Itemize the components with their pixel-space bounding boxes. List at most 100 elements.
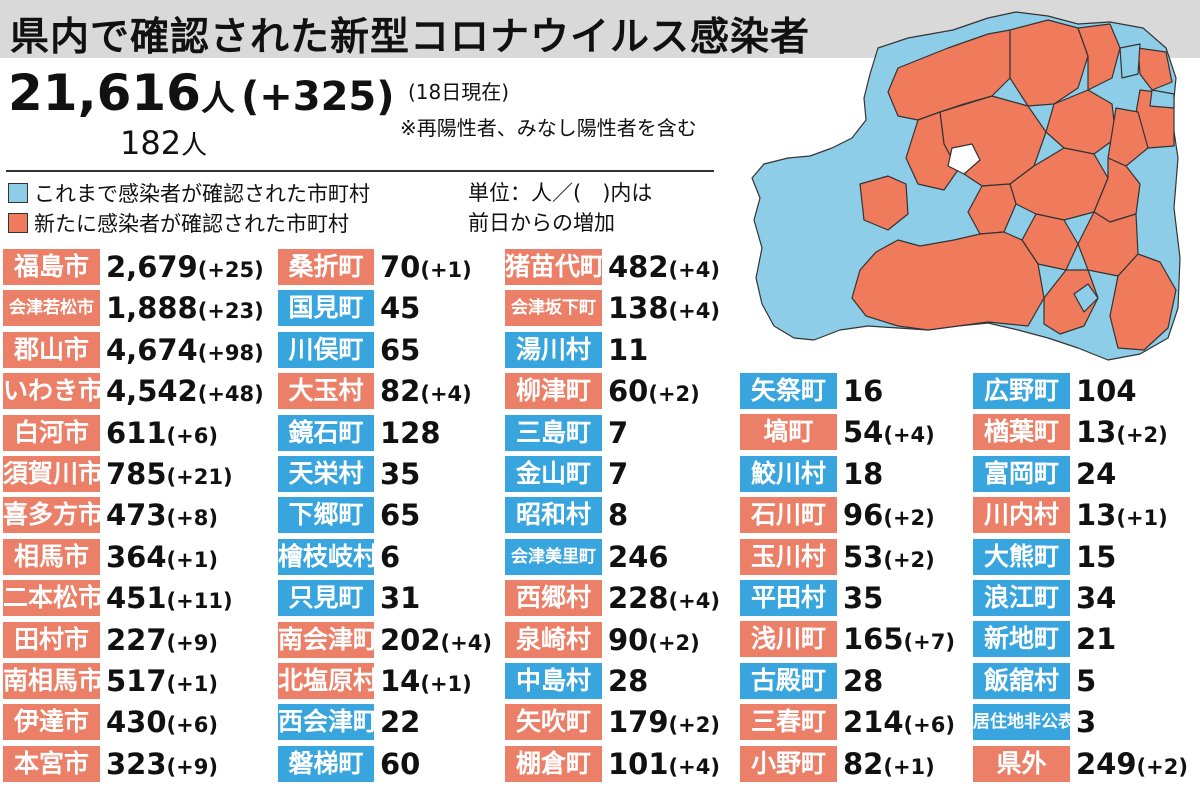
municipality-name: 昭和村 [505,497,602,533]
count-value: 473 [106,498,167,532]
municipality-row: 西会津町 22 [278,703,420,741]
municipality-name: 小野町 [740,746,837,782]
total-change: (+325) [240,74,395,120]
case-count: 96(+2) [837,498,935,532]
map-region [1009,19,1089,107]
legend-new-label: 新たに感染者が確認された市町村 [34,212,349,236]
municipality-name: 伊達市 [3,704,100,740]
municipality-row: 玉川村 53(+2) [740,538,935,576]
case-count: 128 [374,416,441,450]
municipality-name: 磐梯町 [278,746,374,782]
municipality-row: 新地町 21 [973,620,1116,658]
municipality-name: 県外 [973,746,1070,782]
municipality-name: 大玉村 [278,373,374,409]
daily-increase: (+2) [668,713,720,737]
case-count: 82(+1) [837,747,935,781]
count-value: 517 [106,664,167,698]
legend-swatch-blue [8,183,28,203]
count-value: 96 [843,498,884,532]
municipality-row: 鏡石町 128 [278,414,441,452]
municipality-name: 喜多方市 [3,497,103,533]
municipality-row: 北塩原村 14(+1) [278,662,472,700]
case-count: 364(+1) [100,540,218,574]
count-value: 451 [106,581,167,615]
municipality-name: 中島村 [505,663,602,699]
count-value: 138 [608,291,669,325]
municipality-row: 県外 249(+2) [973,745,1188,783]
map-region [1045,89,1117,155]
case-count: 15 [1070,540,1116,574]
case-count: 82(+4) [374,374,472,408]
municipality-row: 浪江町 34 [973,579,1116,617]
daily-increase: (+2) [1136,755,1188,779]
case-count: 138(+4) [602,291,720,325]
municipality-name: 猪苗代町 [505,249,605,285]
municipality-row: 田村市 227(+9) [3,621,218,659]
municipality-name: 三春町 [740,704,837,740]
municipality-name: 浅川町 [740,621,837,657]
count-value: 3 [1076,705,1097,739]
case-count: 4,674(+98) [100,333,264,367]
map-region [1107,107,1149,167]
daily-increase: (+23) [197,299,264,323]
divider [6,170,714,172]
map-region [905,111,959,191]
municipality-name: 鮫川村 [740,456,837,492]
count-value: 2,679 [106,250,198,284]
deaths: 死者 182人 [8,124,207,164]
municipality-name: 矢吹町 [505,704,602,740]
municipality-name: 棚倉町 [505,746,602,782]
daily-increase: (+4) [668,589,720,613]
daily-increase: (+1) [883,755,935,779]
count-value: 214 [843,705,904,739]
municipality-name: 居住地非公表 [973,704,1075,740]
count-value: 70 [380,250,421,284]
case-count: 473(+8) [100,498,218,532]
municipality-name: 須賀川市 [3,456,103,492]
legend-swatch-orange [8,213,28,233]
map-region [947,143,981,175]
municipality-row: 川内村 13(+1) [973,496,1168,534]
total-count: 21,616 [8,64,201,122]
count-value: 45 [380,291,421,325]
municipality-row: 本宮市 323(+9) [3,745,218,783]
legend-new: 新たに感染者が確認された市町村 [8,208,349,238]
municipality-row: 小野町 82(+1) [740,745,935,783]
daily-increase: (+25) [197,258,264,282]
count-value: 28 [608,664,649,698]
daily-increase: (+21) [166,465,233,489]
daily-increase: (+6) [166,424,218,448]
count-value: 228 [608,581,669,615]
count-value: 364 [106,540,167,574]
municipality-row: 伊達市 430(+6) [3,703,218,741]
deaths-count: 182 [120,124,182,162]
municipality-name: 金山町 [505,456,602,492]
municipality-row: 棚倉町 101(+4) [505,745,720,783]
daily-increase: (+9) [166,755,218,779]
count-value: 53 [843,540,884,574]
case-count: 34 [1070,581,1116,615]
count-value: 14 [380,664,421,698]
municipality-name: 相馬市 [3,539,100,575]
municipality-name: 本宮市 [3,746,100,782]
municipality-name: 北塩原村 [278,663,378,699]
case-count: 227(+9) [100,623,218,657]
case-count: 482(+4) [602,250,720,284]
case-count: 21 [1070,622,1116,656]
municipality-row: 浅川町 165(+7) [740,620,955,658]
municipality-name: 矢祭町 [740,373,837,409]
deaths-unit: 人 [181,131,208,161]
daily-increase: (+8) [166,506,218,530]
case-count: 35 [837,581,883,615]
count-value: 24 [1076,457,1117,491]
map-region [1137,47,1173,91]
municipality-name: 会津若松市 [3,290,100,326]
daily-increase: (+2) [648,631,700,655]
municipality-row: 金山町 7 [505,455,628,493]
count-value: 7 [608,457,629,491]
case-count: 5 [1070,664,1096,698]
municipality-row: 南相馬市 517(+1) [3,662,218,700]
count-value: 11 [608,333,649,367]
case-count: 24 [1070,457,1116,491]
legend-previous: これまで感染者が確認された市町村 [8,178,370,208]
